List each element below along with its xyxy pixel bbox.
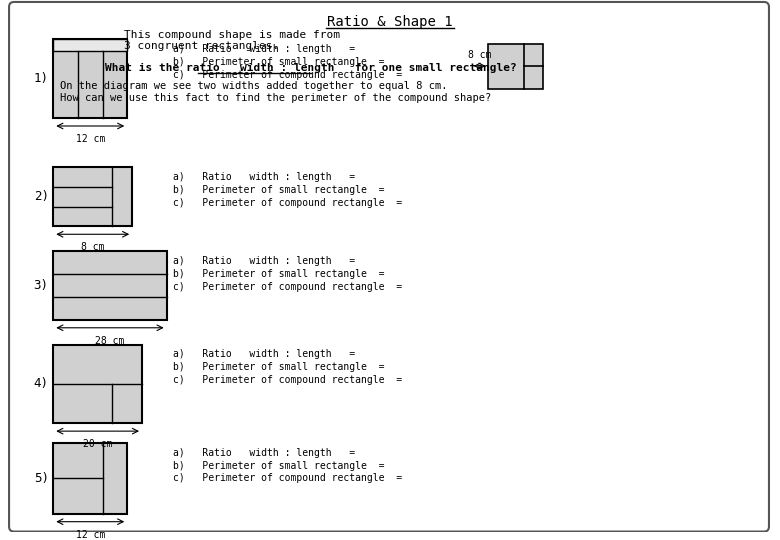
Text: 20 cm: 20 cm [83, 439, 112, 449]
Text: 8 cm: 8 cm [81, 242, 105, 252]
Text: 2): 2) [34, 191, 48, 204]
Text: a)   Ratio   width : length   =: a) Ratio width : length = [173, 256, 356, 266]
FancyBboxPatch shape [9, 2, 769, 531]
Text: What is the ratio   width : length   for one small rectangle?: What is the ratio width : length for one… [105, 63, 516, 73]
Text: This compound shape is made from: This compound shape is made from [124, 30, 340, 39]
Text: How can we use this fact to find the perimeter of the compound shape?: How can we use this fact to find the per… [60, 92, 491, 103]
Text: c)   Perimeter of compound rectangle  =: c) Perimeter of compound rectangle = [173, 198, 402, 208]
Text: b)   Perimeter of small rectangle  =: b) Perimeter of small rectangle = [173, 362, 385, 372]
Text: c)   Perimeter of compound rectangle  =: c) Perimeter of compound rectangle = [173, 474, 402, 483]
Text: 28 cm: 28 cm [95, 336, 125, 346]
Text: a)   Ratio   width : length   =: a) Ratio width : length = [173, 44, 356, 55]
Text: 1): 1) [34, 72, 48, 85]
Text: 12 cm: 12 cm [76, 530, 105, 539]
Text: c)   Perimeter of compound rectangle  =: c) Perimeter of compound rectangle = [173, 281, 402, 292]
Bar [488, 44, 543, 89]
Text: 4): 4) [34, 377, 48, 390]
Text: 12 cm: 12 cm [76, 134, 105, 144]
Text: On the diagram we see two widths added together to equal 8 cm.: On the diagram we see two widths added t… [60, 80, 448, 91]
Text: 3): 3) [34, 279, 48, 292]
Text: a)   Ratio   width : length   =: a) Ratio width : length = [173, 448, 356, 458]
Text: c)   Perimeter of compound rectangle  =: c) Perimeter of compound rectangle = [173, 70, 402, 80]
Text: b)   Perimeter of small rectangle  =: b) Perimeter of small rectangle = [173, 461, 385, 471]
Bar [53, 345, 142, 423]
Bar [53, 251, 167, 320]
Bar [53, 443, 127, 514]
Bar [53, 167, 132, 226]
Text: a)   Ratio   width : length   =: a) Ratio width : length = [173, 172, 356, 183]
Text: a)   Ratio   width : length   =: a) Ratio width : length = [173, 349, 356, 360]
Text: c)   Perimeter of compound rectangle  =: c) Perimeter of compound rectangle = [173, 375, 402, 385]
Bar [53, 39, 127, 51]
Text: b)   Perimeter of small rectangle  =: b) Perimeter of small rectangle = [173, 57, 385, 67]
Bar [53, 39, 127, 118]
Text: Ratio & Shape 1: Ratio & Shape 1 [327, 15, 453, 29]
Text: 8 cm: 8 cm [468, 50, 491, 60]
Text: b)   Perimeter of small rectangle  =: b) Perimeter of small rectangle = [173, 185, 385, 195]
Text: 5): 5) [34, 472, 48, 485]
Text: b)   Perimeter of small rectangle  =: b) Perimeter of small rectangle = [173, 269, 385, 279]
Text: 3 congruent rectangles.: 3 congruent rectangles. [124, 42, 279, 51]
